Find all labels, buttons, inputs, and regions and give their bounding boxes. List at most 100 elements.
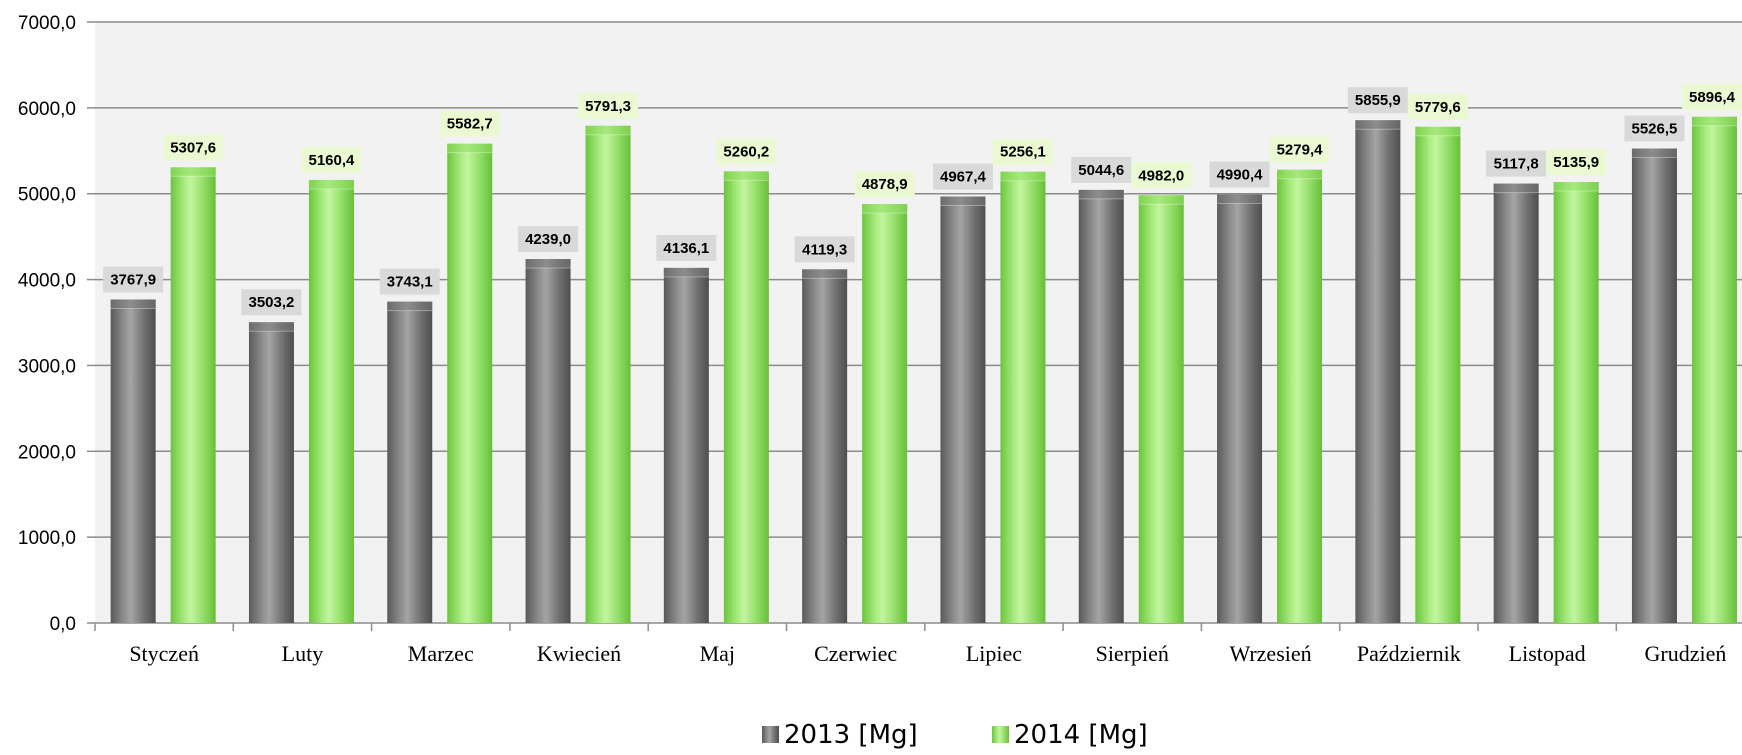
bar-2013 <box>110 299 156 623</box>
bar-2014 <box>1000 171 1046 624</box>
y-tick-label: 2000,0 <box>18 442 76 463</box>
bar-2014 <box>1553 182 1599 623</box>
data-label: 5307,6 <box>170 139 216 156</box>
bar-2014 <box>308 179 354 623</box>
data-label: 5117,8 <box>1494 156 1539 173</box>
x-tick-label: Luty <box>282 641 324 666</box>
data-label: 3743,1 <box>387 274 433 291</box>
data-label-bg <box>163 134 224 161</box>
data-label-bg <box>794 236 855 263</box>
y-tick-label: 5000,0 <box>18 185 76 206</box>
data-label-bg <box>1546 149 1607 176</box>
data-label: 5779,6 <box>1415 99 1461 116</box>
data-label: 5160,4 <box>309 152 356 169</box>
data-label: 5256,1 <box>1000 144 1046 161</box>
legend-swatch <box>992 726 1009 743</box>
data-label: 4967,4 <box>940 169 987 186</box>
bar-2013 <box>663 267 709 623</box>
data-label: 3767,9 <box>110 271 156 288</box>
data-label-bg <box>439 110 500 137</box>
x-tick-label: Październik <box>1357 641 1461 666</box>
y-tick-label: 6000,0 <box>18 99 76 120</box>
bar-2013 <box>248 322 294 623</box>
x-tick-label: Czerwiec <box>814 641 897 666</box>
bar-2013 <box>940 196 986 623</box>
bar-2014 <box>1138 195 1184 624</box>
x-tick-label: Wrzesień <box>1229 641 1311 666</box>
x-tick-label: Marzec <box>408 641 474 666</box>
data-label-bg <box>1209 161 1270 188</box>
x-tick-label: Kwiecień <box>537 641 621 666</box>
data-label-bg <box>518 226 579 253</box>
data-label-bg <box>379 268 440 295</box>
bar-2013 <box>1217 194 1263 623</box>
data-label: 5791,3 <box>585 98 631 115</box>
data-label-bg <box>103 266 164 293</box>
y-tick-label: 4000,0 <box>18 271 76 292</box>
bar-2014 <box>170 167 216 623</box>
y-tick-label: 3000,0 <box>18 356 76 377</box>
data-label-bg <box>578 92 639 119</box>
bar-2013 <box>387 301 433 623</box>
legend-item-2013: 2013 [Mg] <box>762 720 918 750</box>
x-tick-label: Listopad <box>1509 641 1586 666</box>
y-tick-label: 0,0 <box>50 614 76 635</box>
data-label-bg <box>656 234 717 261</box>
data-label: 4239,0 <box>525 231 571 248</box>
bar-2013 <box>1493 183 1539 623</box>
data-label: 5896,4 <box>1689 89 1736 106</box>
legend-label: 2013 [Mg] <box>784 720 918 750</box>
data-label: 5279,4 <box>1277 142 1324 159</box>
bar-2014 <box>1691 116 1737 623</box>
data-label-bg <box>992 138 1053 165</box>
bar-2013 <box>525 259 571 623</box>
data-label: 4119,3 <box>802 241 847 258</box>
bar-2013 <box>1631 148 1677 623</box>
data-label: 5855,9 <box>1355 92 1401 109</box>
data-label-bg <box>1131 162 1192 189</box>
data-label-bg <box>1682 83 1742 110</box>
bar-2014 <box>862 204 908 624</box>
y-tick-label: 7000,0 <box>18 13 76 34</box>
data-label-bg <box>854 171 915 198</box>
data-label-bg <box>241 289 302 316</box>
data-label-bg <box>716 138 777 165</box>
data-label-bg <box>932 163 993 190</box>
data-label: 4982,0 <box>1138 167 1184 184</box>
data-label: 4990,4 <box>1217 167 1264 184</box>
plot-area <box>95 22 1742 623</box>
data-label-bg <box>301 146 362 173</box>
data-label-bg <box>1071 156 1132 183</box>
legend-label: 2014 [Mg] <box>1014 720 1148 750</box>
data-label: 4878,9 <box>862 176 908 193</box>
x-tick-label: Maj <box>700 641 735 666</box>
data-label-bg <box>1407 93 1468 120</box>
data-label: 3503,2 <box>249 294 295 311</box>
data-label: 5526,5 <box>1632 121 1678 138</box>
y-tick-label: 1000,0 <box>18 528 76 549</box>
bar-2014 <box>723 171 769 623</box>
data-label-bg <box>1269 136 1330 163</box>
data-label: 5044,6 <box>1078 162 1124 179</box>
data-label: 4136,1 <box>663 240 709 257</box>
data-label-bg <box>1347 87 1408 114</box>
legend-swatch <box>762 726 779 743</box>
data-label-bg <box>1486 150 1547 177</box>
data-label: 5582,7 <box>447 116 493 133</box>
legend-item-2014: 2014 [Mg] <box>992 720 1148 750</box>
bar-2013 <box>1355 120 1401 623</box>
bar-2014 <box>1415 126 1461 623</box>
bar-2014 <box>1277 169 1323 623</box>
data-label-bg <box>1624 115 1685 142</box>
x-tick-label: Lipiec <box>966 641 1022 666</box>
bar-2014 <box>447 143 493 623</box>
x-tick-label: Grudzień <box>1645 641 1727 666</box>
x-tick-label: Styczeń <box>129 641 199 666</box>
x-tick-label: Sierpień <box>1096 641 1169 666</box>
data-label: 5135,9 <box>1553 154 1599 171</box>
bar-2013 <box>1078 189 1124 623</box>
bar-2013 <box>802 269 848 623</box>
data-label: 5260,2 <box>723 143 769 160</box>
